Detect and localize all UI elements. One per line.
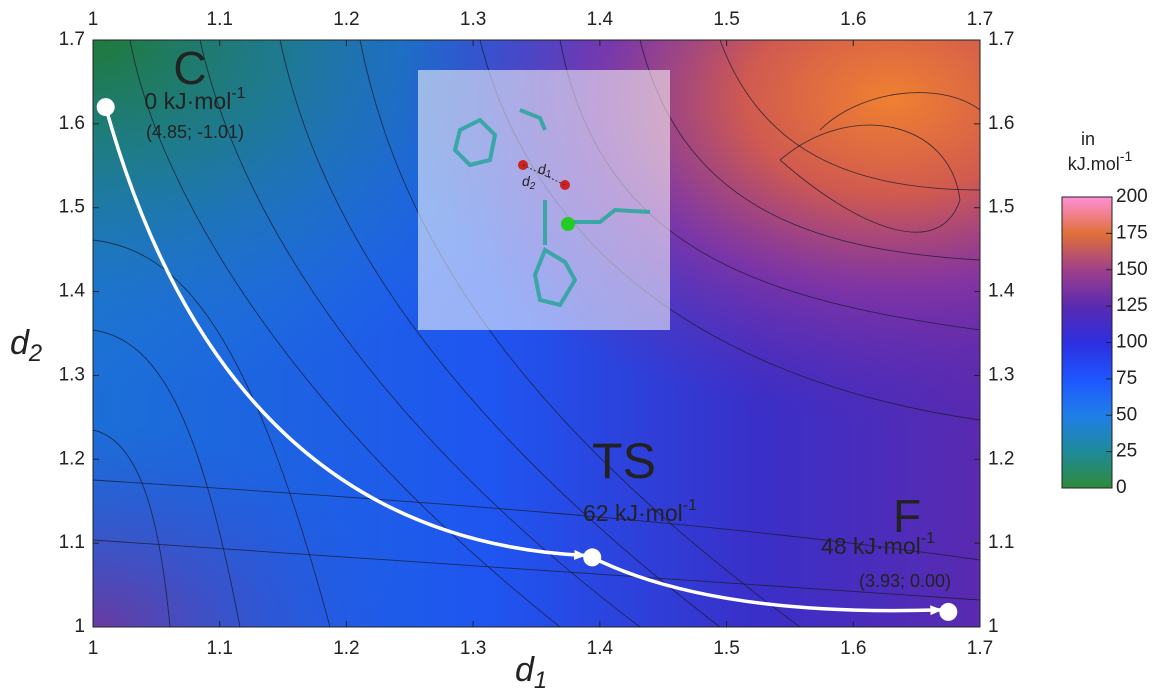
x-axis-label: d1 <box>515 651 547 693</box>
energy-exp: -1 <box>683 497 697 514</box>
colorbar-tick-label: 125 <box>1116 295 1148 316</box>
energy-text: 62 kJ·mol <box>583 500 683 526</box>
x-tick-label: 1.4 <box>587 638 614 659</box>
inset-label-sub: 1 <box>546 169 551 180</box>
point-energy: 62 kJ·mol-1 <box>583 497 697 526</box>
y-tick-label: 1.2 <box>988 448 1014 469</box>
x-tick-label: 1 <box>88 9 99 30</box>
x-tick-label: 1.6 <box>840 9 866 30</box>
y-axis-label-sub: 2 <box>28 340 42 367</box>
x-tick-label: 1.7 <box>967 9 993 30</box>
colorbar-tick-label: 175 <box>1116 222 1148 243</box>
y-tick-label: 1.6 <box>59 113 85 134</box>
chart: 111.11.11.21.21.31.31.41.41.51.51.61.61.… <box>0 0 1160 693</box>
colorbar-tick-label: 25 <box>1116 441 1137 462</box>
point <box>97 98 115 116</box>
energy-text: 0 kJ·mol <box>144 88 231 114</box>
x-tick-label: 1.3 <box>460 638 486 659</box>
inset <box>418 70 670 330</box>
point-coords: (4.85; -1.01) <box>146 122 244 142</box>
y-tick-label: 1.1 <box>988 532 1014 553</box>
point-name: TS <box>592 433 656 489</box>
y-tick-label: 1.4 <box>988 281 1015 302</box>
unit-exp: -1 <box>1120 148 1133 164</box>
y-tick-label: 1.3 <box>988 364 1014 385</box>
colorbar-title: in <box>1081 129 1095 149</box>
inset-label-sub: 2 <box>529 181 536 192</box>
x-tick-label: 1.1 <box>207 9 233 30</box>
y-tick-label: 1.7 <box>988 29 1014 50</box>
y-tick-label: 1.4 <box>59 281 86 302</box>
y-tick-label: 1.7 <box>59 29 85 50</box>
x-tick-label: 1.2 <box>333 638 359 659</box>
point <box>939 603 957 621</box>
x-tick-label: 1.4 <box>587 9 614 30</box>
point <box>583 548 601 566</box>
energy-exp: -1 <box>921 530 935 547</box>
colorbar-tick-label: 0 <box>1116 477 1127 498</box>
y-tick-label: 1.5 <box>988 197 1014 218</box>
x-tick-label: 1 <box>88 638 99 659</box>
colorbar-tick-label: 75 <box>1116 368 1137 389</box>
colorbar-tick-label: 50 <box>1116 404 1137 425</box>
x-tick-label: 1.1 <box>207 638 233 659</box>
energy-text: 48 kJ·mol <box>821 533 921 559</box>
y-tick-label: 1.6 <box>988 113 1014 134</box>
y-tick-label: 1.2 <box>59 448 85 469</box>
y-tick-label: 1.5 <box>59 197 85 218</box>
point-name: C <box>173 42 206 94</box>
colorbar <box>1062 197 1112 488</box>
x-axis-label-sub: 1 <box>534 667 547 693</box>
y-tick-label: 1 <box>988 616 999 637</box>
y-axis-label-text: d <box>10 324 30 362</box>
energy-exp: -1 <box>231 85 245 102</box>
y-tick-label: 1 <box>74 616 85 637</box>
x-axis-label-text: d <box>515 651 535 689</box>
x-tick-label: 1.6 <box>840 638 866 659</box>
y-tick-label: 1.1 <box>59 532 85 553</box>
x-tick-label: 1.5 <box>713 9 739 30</box>
colorbar-unit: kJ.mol-1 <box>1068 148 1133 174</box>
colorbar-tick-label: 150 <box>1116 259 1148 280</box>
colorbar-tick-label: 100 <box>1116 332 1148 353</box>
colorbar-tick-label: 200 <box>1116 186 1148 207</box>
x-tick-label: 1.7 <box>967 638 993 659</box>
point-energy: 48 kJ·mol-1 <box>821 530 935 559</box>
x-tick-label: 1.5 <box>713 638 739 659</box>
y-tick-label: 1.3 <box>59 364 85 385</box>
point-coords: (3.93; 0.00) <box>859 571 951 591</box>
x-tick-label: 1.3 <box>460 9 486 30</box>
x-tick-label: 1.2 <box>333 9 359 30</box>
point-energy: 0 kJ·mol-1 <box>144 85 245 114</box>
unit-text: kJ.mol <box>1068 154 1120 174</box>
y-axis-label: d2 <box>10 324 42 367</box>
